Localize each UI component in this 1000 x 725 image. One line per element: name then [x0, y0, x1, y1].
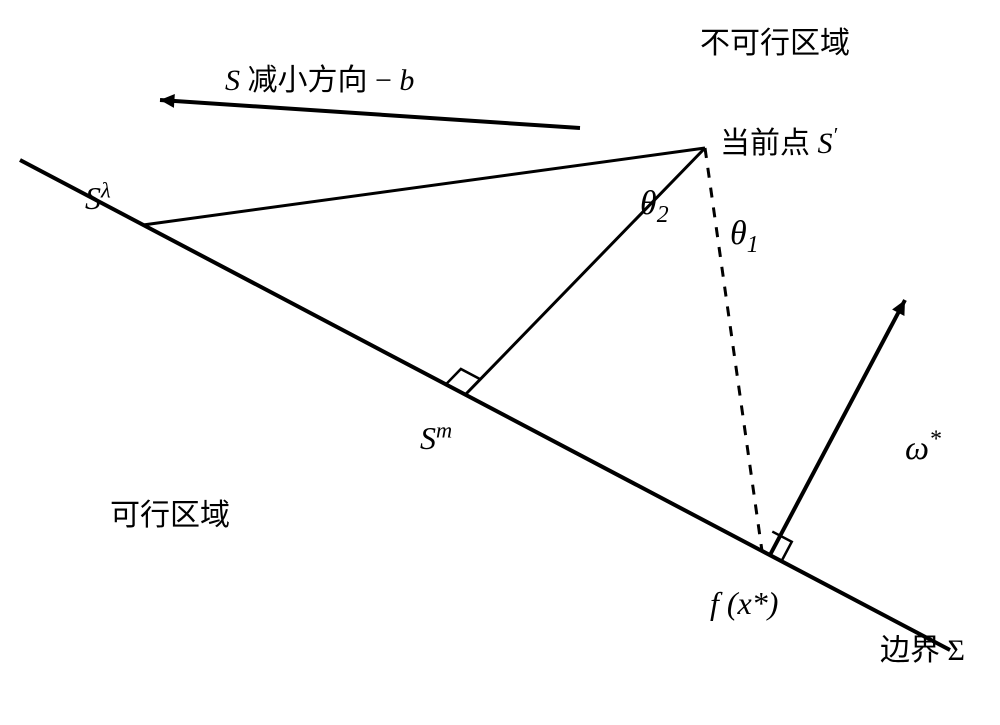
diagram-stage: 不可行区域 可行区域 S 减小方向 − b 当前点 S′ 边界 Σ Sλ Sm … [0, 0, 1000, 725]
label-theta-1: θ1 [730, 215, 759, 253]
label-s-m: Sm [420, 420, 452, 457]
label-omega-star: ω* [905, 430, 941, 468]
label-s-lambda: Sλ [85, 180, 111, 217]
label-current-point: 当前点 S′ [720, 118, 837, 162]
label-boundary: 边界 Σ [880, 625, 965, 669]
label-infeasible-region: 不可行区域 [700, 18, 850, 62]
diagram-svg [0, 0, 1000, 725]
label-f-x-star: f (x*) [710, 585, 778, 622]
label-theta-2: θ2 [640, 185, 669, 223]
label-feasible-region: 可行区域 [110, 490, 230, 534]
label-direction: S 减小方向 − b [225, 55, 414, 99]
